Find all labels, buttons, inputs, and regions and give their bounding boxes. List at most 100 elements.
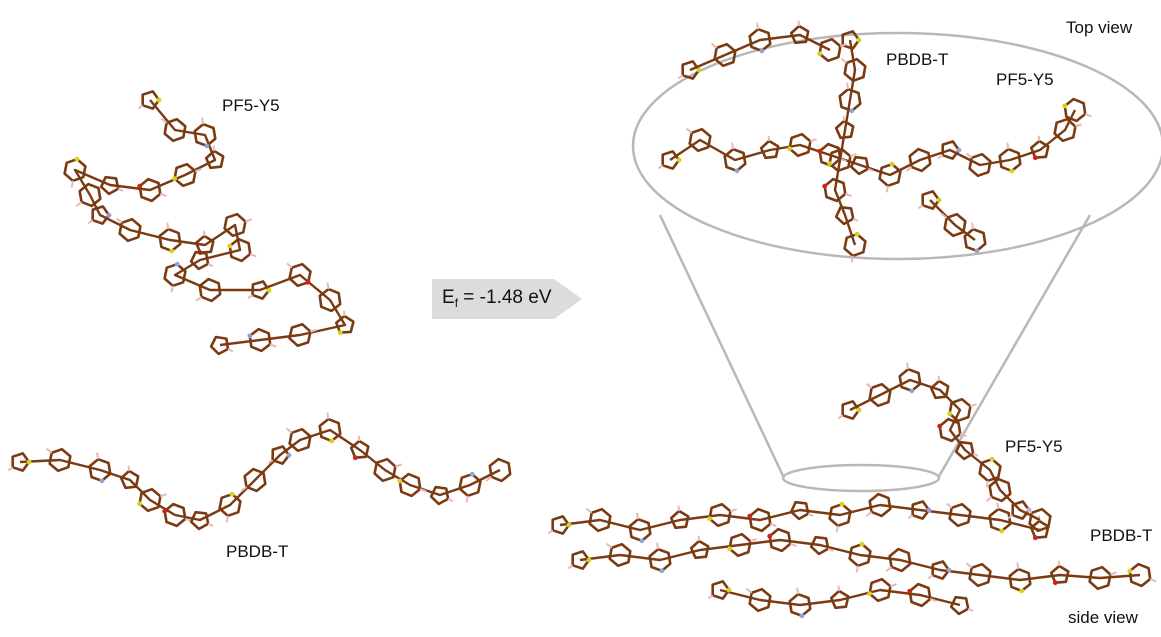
hydrogen-bond [195, 296, 202, 302]
heteroatom [946, 567, 952, 573]
hydrogen-bond [160, 493, 167, 498]
pf5-y5-chain-left [73, 99, 347, 347]
hydrogen-bond [996, 502, 1000, 510]
hydrogen-bond [685, 127, 693, 134]
hydrogen-bond [966, 562, 973, 569]
hydrogen-bond [1075, 123, 1082, 128]
heteroatom [156, 97, 162, 103]
hydrogen-bond [225, 515, 229, 523]
ring [963, 227, 987, 253]
hydrogen-bond [677, 74, 684, 80]
hydrogen-bond [769, 522, 777, 528]
heteroatom [759, 48, 765, 54]
hydrogen-bond [207, 522, 214, 527]
ring [789, 500, 810, 521]
hydrogen-bond [127, 465, 131, 472]
hydrogen-bond [326, 412, 330, 420]
ring [1029, 139, 1050, 159]
hydrogen-bond [7, 466, 14, 472]
ring [48, 447, 72, 473]
hydrogen-bond [810, 138, 817, 143]
ring [189, 510, 210, 531]
ring [1128, 562, 1152, 588]
side-arm-top [929, 199, 976, 241]
hydrogen-bond [707, 594, 714, 600]
hydrogen-bond [971, 222, 975, 230]
heteroatom [1062, 103, 1068, 109]
heteroatom [247, 333, 253, 339]
hydrogen-bond [697, 535, 701, 542]
hydrogen-bond [269, 343, 277, 348]
hydrogen-bond [837, 414, 844, 420]
hydrogen-bond [840, 43, 847, 48]
heteroatom [867, 591, 873, 597]
pf5-y5-label-top: PF5-Y5 [996, 70, 1054, 89]
heteroatom [849, 108, 855, 114]
hydrogen-bond [636, 512, 640, 520]
ring [1063, 97, 1087, 123]
ring [99, 175, 120, 196]
hydrogen-bond [677, 505, 681, 512]
hydrogen-bond [966, 152, 973, 159]
ring [1011, 500, 1031, 520]
heteroatom [974, 248, 980, 254]
heteroatom [937, 423, 943, 429]
heteroatom [767, 533, 773, 539]
pbdb-t-layer-3 [719, 588, 961, 607]
heteroatom [1052, 580, 1058, 586]
ring [189, 250, 210, 271]
heteroatom [639, 538, 645, 544]
hydrogen-bond [240, 486, 248, 492]
hydrogen-bond [605, 542, 613, 549]
pbdb-t-layer-2 [579, 538, 1141, 582]
hydrogen-bond [1026, 507, 1033, 514]
heteroatom [106, 212, 112, 218]
hydrogen-bond [855, 565, 859, 573]
pbdb-t-chain-left [19, 428, 501, 522]
ring [748, 27, 772, 53]
hydrogen-bond [310, 328, 318, 333]
pf5-y5-chain-top [669, 109, 1077, 177]
heteroatom [822, 183, 828, 189]
hydrogen-bond [710, 42, 718, 49]
hydrogen-bond [756, 22, 760, 30]
ring [868, 492, 892, 518]
ring [931, 560, 951, 580]
hydrogen-bond [245, 218, 252, 223]
hydrogen-bond [201, 117, 205, 125]
ring [91, 205, 111, 225]
ring [648, 547, 672, 573]
hydrogen-bond [840, 57, 848, 64]
hydrogen-bond [212, 145, 216, 152]
ring [748, 587, 772, 613]
hydrogen-bond [850, 153, 857, 158]
heteroatom [586, 557, 592, 563]
hydrogen-bond [227, 348, 234, 353]
pbdb-t-arm-top [689, 33, 831, 72]
ring [968, 562, 992, 588]
ring [849, 155, 870, 176]
focus-ellipse [781, 463, 941, 493]
ring [943, 212, 967, 238]
heteroatom [137, 183, 143, 189]
ring [788, 592, 812, 618]
ring [689, 539, 710, 560]
side-view-label: side view [1068, 608, 1138, 627]
hydrogen-bond [750, 538, 757, 543]
pbdb-t-chain-top [833, 39, 857, 246]
heteroatom [856, 407, 862, 413]
hydrogen-bond [885, 185, 889, 193]
hydrogen-bond [927, 574, 934, 580]
heteroatom [856, 37, 862, 43]
hydrogen-bond [395, 463, 402, 468]
ring [834, 205, 855, 226]
ring [204, 149, 225, 170]
hydrogen-bond [865, 511, 873, 517]
heteroatom [337, 330, 343, 336]
hydrogen-bond [249, 253, 257, 258]
hydrogen-bond [835, 525, 839, 533]
hydrogen-bond [1006, 142, 1010, 150]
ring [1029, 519, 1050, 540]
hydrogen-bond [87, 219, 94, 225]
